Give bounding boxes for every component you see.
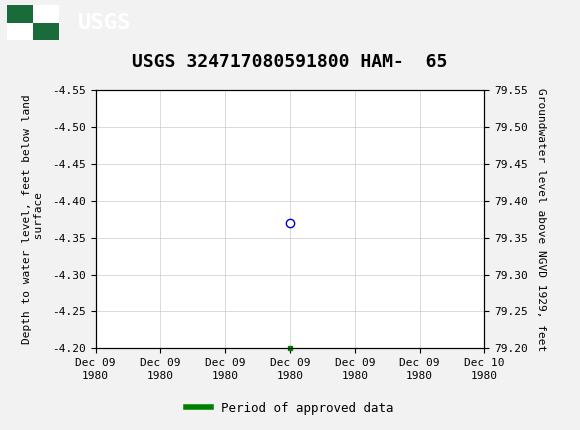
Y-axis label: Groundwater level above NGVD 1929, feet: Groundwater level above NGVD 1929, feet [536, 88, 546, 351]
FancyBboxPatch shape [33, 22, 59, 40]
FancyBboxPatch shape [7, 6, 59, 40]
Text: USGS 324717080591800 HAM-  65: USGS 324717080591800 HAM- 65 [132, 53, 448, 71]
Legend: Period of approved data: Period of approved data [181, 397, 399, 420]
FancyBboxPatch shape [7, 6, 33, 22]
Text: USGS: USGS [78, 12, 132, 33]
Y-axis label: Depth to water level, feet below land
 surface: Depth to water level, feet below land su… [22, 95, 44, 344]
